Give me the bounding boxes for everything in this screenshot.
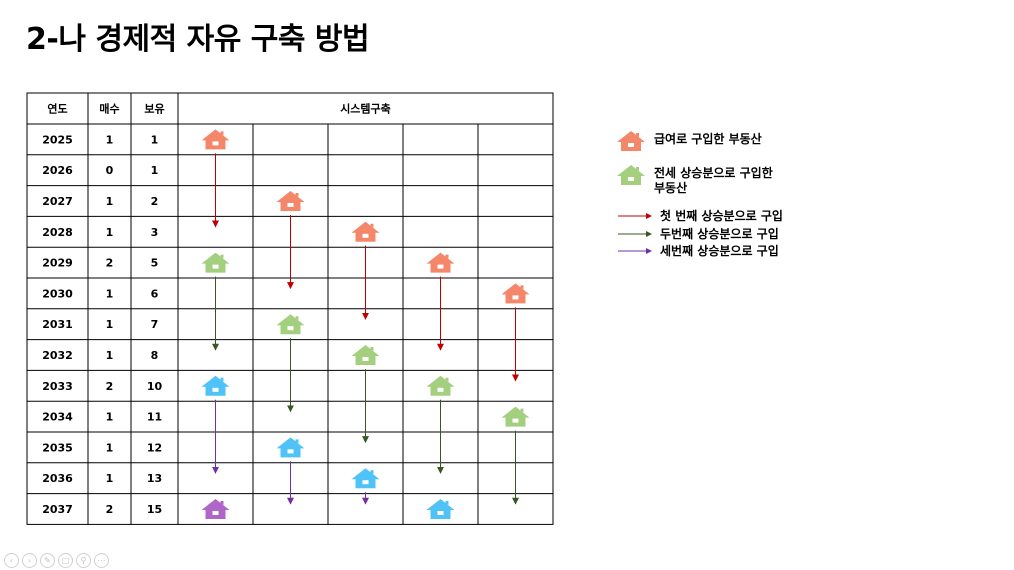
cell-buy: 0 [106,164,114,177]
house-icon-salary [201,129,230,150]
cell-hold: 8 [151,349,159,362]
house-icon-blue [426,499,455,519]
cell-buy: 1 [106,441,114,454]
house-icon-blue [201,375,230,396]
cell-year: 2028 [42,226,73,239]
legend-label-third: 세번째 상승분으로 구입 [660,244,779,258]
cell-year: 2037 [42,503,73,516]
cell-buy: 1 [106,318,114,331]
cell-year: 2026 [42,164,73,177]
cell-hold: 15 [147,503,162,516]
cell-year: 2032 [42,349,73,362]
cell-year: 2030 [42,287,73,300]
copy-icon[interactable]: □ [58,553,73,568]
cell-year: 2036 [42,472,73,485]
house-icon-jeonse [276,314,305,335]
cell-buy: 1 [106,411,114,424]
legend-label-first: 첫 번째 상승분으로 구입 [660,209,783,223]
house-icon-blue [351,468,380,489]
cell-buy: 1 [106,287,114,300]
house-icon-jeonse [201,252,230,273]
legend-item-first-arrow: 첫 번째 상승분으로 구입 [616,207,783,224]
cell-buy: 1 [106,472,114,485]
cell-buy: 2 [106,257,114,270]
house-icon-salary [351,221,380,242]
house-icon-jeonse [501,406,530,427]
legend-label-jeonse: 전세 상승분으로 구입한 부동산 [654,166,773,195]
header-cell-1: 연도 [47,102,67,116]
more-icon[interactable]: ⋯ [94,553,109,568]
legend-item-salary: 급여로 구입한 부동산 [616,130,762,152]
cell-buy: 1 [106,195,114,208]
arrow-icon-second [618,230,652,237]
house-icon-salary [501,283,530,304]
cell-hold: 13 [147,472,162,485]
cell-hold: 2 [151,195,159,208]
back-icon[interactable]: ‹ [4,553,19,568]
slide-toolbar: ‹ › ✎ □ ⚲ ⋯ [4,553,109,568]
header-cell-2: 매수 [99,102,119,116]
house-icon-purple [201,499,230,519]
arrow-icon-third [618,247,652,254]
cell-buy: 1 [106,349,114,362]
house-icon-blue [276,437,305,458]
cell-hold: 3 [151,226,159,239]
legend-item-second-arrow: 두번째 상승분으로 구입 [616,225,779,242]
forward-icon[interactable]: › [22,553,37,568]
cell-year: 2035 [42,441,73,454]
cell-buy: 1 [106,226,114,239]
cell-year: 2034 [42,411,73,424]
zoom-icon[interactable]: ⚲ [76,553,91,568]
arrow-icon-first [618,212,652,219]
cell-year: 2033 [42,380,73,393]
header-cell-3: 보유 [144,103,164,116]
cell-year: 2027 [42,195,73,208]
house-icon-salary [276,191,305,211]
cell-hold: 1 [151,164,159,177]
house-icon-jeonse [426,375,455,396]
cell-buy: 2 [106,503,114,516]
arrow-head [646,212,652,219]
cell-hold: 7 [151,318,159,331]
cell-year: 2025 [42,133,73,146]
page-title: 2-나 경제적 자유 구축 방법 [26,22,370,57]
legend-label-second: 두번째 상승분으로 구입 [660,227,779,241]
header-cell-4: 시스템구축 [340,102,391,116]
arrow-head [646,247,652,254]
legend-item-jeonse: 전세 상승분으로 구입한 부동산 [616,164,773,196]
house-icon-jeonse [351,345,380,365]
house-icon-salary [426,252,455,273]
cell-hold: 10 [147,380,163,393]
cell-year: 2029 [42,257,73,270]
cell-hold: 5 [151,257,159,270]
legend-label-salary: 급여로 구입한 부동산 [654,132,762,146]
cell-year: 2031 [42,318,73,331]
pen-icon[interactable]: ✎ [40,553,55,568]
arrow-head [646,230,652,237]
cell-hold: 12 [147,441,162,454]
cell-buy: 2 [106,380,114,393]
house-icon-salary [616,130,646,152]
cell-hold: 6 [151,287,159,300]
house-icon-jeonse [616,164,646,186]
cell-buy: 1 [106,133,114,146]
cell-hold: 11 [147,411,162,424]
cell-hold: 1 [151,133,159,146]
legend-item-third-arrow: 세번째 상승분으로 구입 [616,242,779,259]
